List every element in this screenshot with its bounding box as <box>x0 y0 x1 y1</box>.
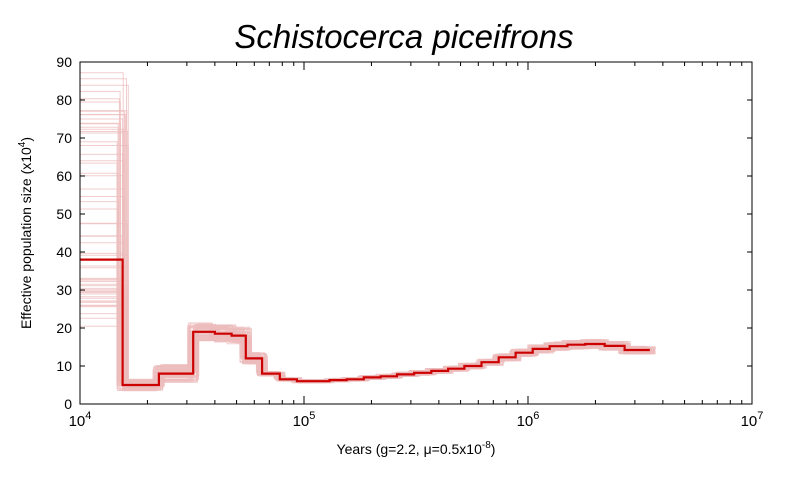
bootstrap-curve <box>80 84 647 384</box>
bootstrap-curve <box>80 252 646 382</box>
x-tick-label: 105 <box>293 410 316 430</box>
y-tick-label: 20 <box>56 320 72 336</box>
bootstrap-curve <box>80 222 646 386</box>
bootstrap-curve <box>80 201 655 383</box>
bootstrap-curve <box>80 196 651 382</box>
bootstrap-curve <box>80 172 654 386</box>
median-curve-layer <box>80 258 650 387</box>
bootstrap-curve <box>80 175 647 383</box>
bootstrap-curve <box>80 72 645 383</box>
bootstrap-curve <box>80 153 650 388</box>
x-tick-label: 106 <box>517 410 540 430</box>
bootstrap-curve <box>80 223 652 383</box>
x-tick-label: 104 <box>69 410 92 430</box>
y-axis-label: Effective population size (x104) <box>17 137 34 329</box>
y-tick-label: 80 <box>56 92 72 108</box>
median-curve <box>80 258 650 387</box>
x-axis-label: Years (g=2.2, μ=0.5x10-8) <box>337 440 496 457</box>
bootstrap-curves <box>80 72 656 392</box>
y-tick-label: 90 <box>56 54 72 70</box>
x-tick-label: 107 <box>741 410 764 430</box>
y-tick-label: 10 <box>56 358 72 374</box>
y-tick-label: 0 <box>64 396 72 412</box>
y-tick-label: 40 <box>56 244 72 260</box>
x-axis: 104 105 106 107 <box>69 62 764 430</box>
bootstrap-curve <box>80 188 653 384</box>
y-axis: 0 10 20 30 40 50 60 70 80 90 <box>56 54 752 412</box>
bootstrap-curve <box>80 254 646 383</box>
y-tick-label: 70 <box>56 130 72 146</box>
bootstrap-curve <box>80 98 653 383</box>
bootstrap-curve <box>80 101 646 383</box>
bootstrap-curve <box>80 235 648 387</box>
y-tick-label: 50 <box>56 206 72 222</box>
chart-title: Schistocerca piceifrons <box>234 18 573 55</box>
bootstrap-curve <box>80 235 653 384</box>
y-tick-label: 60 <box>56 168 72 184</box>
y-tick-label: 30 <box>56 282 72 298</box>
plot-frame <box>79 61 753 405</box>
bootstrap-curve <box>80 208 652 384</box>
bootstrap-curve <box>80 281 655 388</box>
